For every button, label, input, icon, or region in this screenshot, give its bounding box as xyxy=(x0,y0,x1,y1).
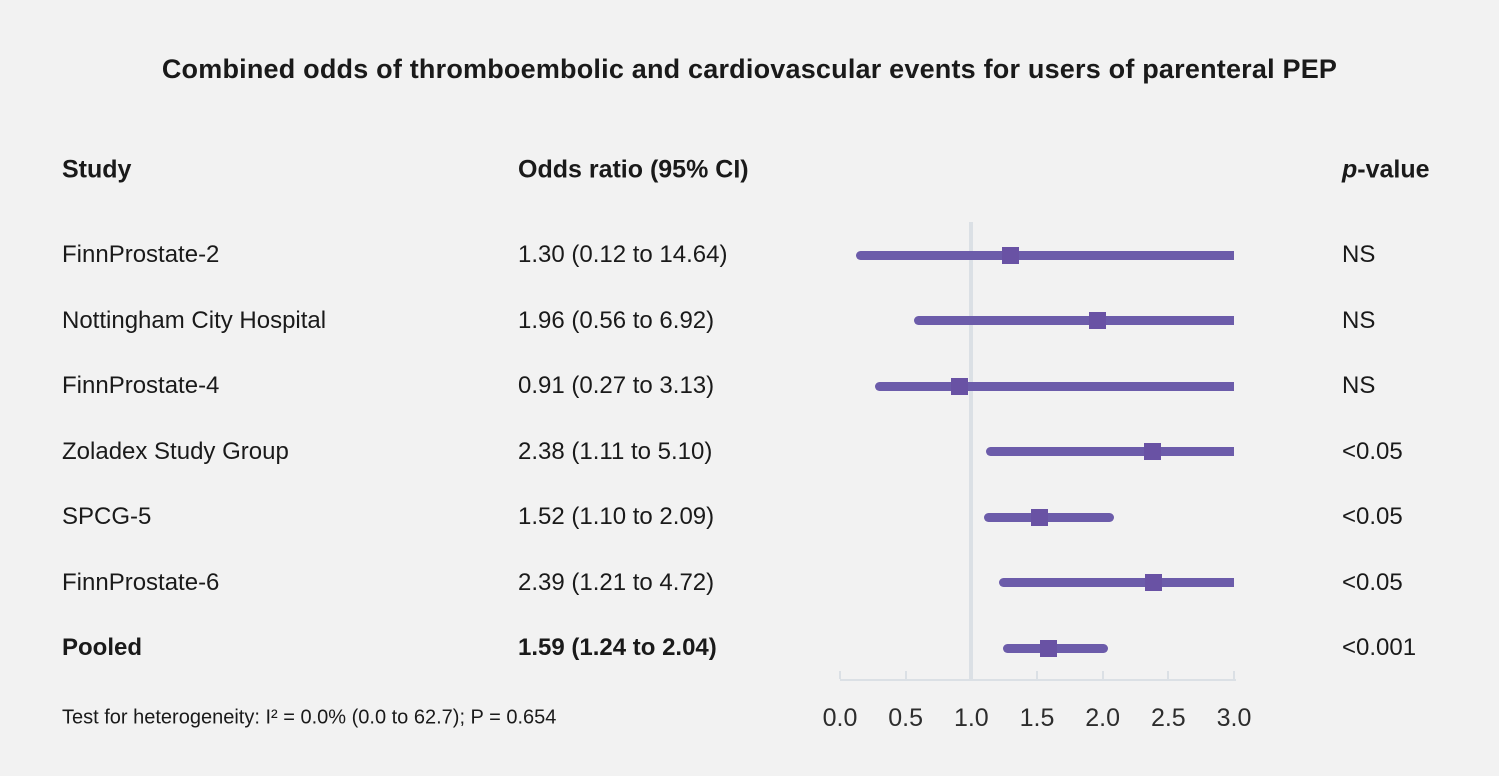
x-axis-tick xyxy=(1036,671,1038,679)
confidence-interval-line xyxy=(985,447,1234,456)
confidence-interval-line xyxy=(855,250,1234,260)
x-axis-tick xyxy=(904,671,907,679)
odds-ratio-label: 1.96 (0.56 to 6.92) xyxy=(518,306,715,334)
x-axis-tick xyxy=(970,671,973,679)
odds-ratio-label: 1.52 (1.10 to 2.09) xyxy=(518,503,715,530)
odds-ratio-label: 2.38 (1.11 to 5.10) xyxy=(518,437,713,465)
study-label: Zoladex Study Group xyxy=(62,437,289,465)
p-value-label: <0.05 xyxy=(1342,568,1403,596)
study-label: FinnProstate-4 xyxy=(62,372,220,399)
odds-ratio-marker xyxy=(1002,246,1020,264)
odds-ratio-label: 1.30 (0.12 to 14.64) xyxy=(518,241,728,268)
study-label: Pooled xyxy=(62,634,143,661)
study-label: FinnProstate-2 xyxy=(62,241,220,268)
x-axis-tick-label: 0.5 xyxy=(888,704,924,732)
confidence-interval-line xyxy=(913,316,1234,325)
confidence-interval-line xyxy=(998,578,1234,587)
x-axis-tick xyxy=(839,671,841,679)
x-axis-tick-label: 1.0 xyxy=(953,704,989,732)
odds-ratio-marker xyxy=(1088,312,1106,329)
odds-ratio-marker xyxy=(1040,639,1058,657)
p-value-label: <0.05 xyxy=(1342,503,1403,530)
x-axis-tick xyxy=(1101,671,1104,679)
p-value-label: NS xyxy=(1342,241,1376,268)
x-axis-tick xyxy=(1233,671,1235,679)
p-value-label: NS xyxy=(1342,372,1376,399)
x-axis-tick-label: 1.5 xyxy=(1019,704,1055,732)
column-header-odds-ratio: Odds ratio (95% CI) xyxy=(518,155,749,184)
reference-line-or-1 xyxy=(969,222,974,679)
odds-ratio-marker xyxy=(1145,574,1163,591)
odds-ratio-label: 2.39 (1.21 to 4.72) xyxy=(518,568,715,596)
p-value-label: <0.001 xyxy=(1342,634,1417,661)
odds-ratio-marker xyxy=(1031,508,1049,526)
x-axis-tick xyxy=(1167,671,1170,679)
column-header-study: Study xyxy=(62,155,132,184)
odds-ratio-marker xyxy=(1144,443,1162,460)
p-value-rest: -value xyxy=(1357,155,1430,184)
p-value-label: NS xyxy=(1342,306,1376,334)
confidence-interval-line xyxy=(984,512,1115,522)
odds-ratio-marker xyxy=(951,377,968,395)
x-axis-line xyxy=(840,679,1236,681)
column-header-p-value: p-value xyxy=(1342,156,1430,185)
study-label: SPCG-5 xyxy=(62,503,152,530)
odds-ratio-label: 1.59 (1.24 to 2.04) xyxy=(518,634,717,661)
x-axis-tick-label: 2.5 xyxy=(1150,704,1186,732)
study-label: FinnProstate-6 xyxy=(62,568,220,596)
odds-ratio-label: 0.91 (0.27 to 3.13) xyxy=(518,372,715,399)
p-value-italic-p: p xyxy=(1342,155,1358,184)
study-label: Nottingham City Hospital xyxy=(62,306,327,334)
p-value-label: <0.05 xyxy=(1342,437,1403,465)
confidence-interval-line xyxy=(875,381,1234,391)
x-axis-tick-label: 2.0 xyxy=(1085,704,1121,732)
x-axis-tick-label: 0.0 xyxy=(822,704,858,732)
x-axis-tick-label: 3.0 xyxy=(1216,704,1252,732)
figure-title: Combined odds of thromboembolic and card… xyxy=(161,54,1338,84)
heterogeneity-note: Test for heterogeneity: I² = 0.0% (0.0 t… xyxy=(62,706,557,729)
